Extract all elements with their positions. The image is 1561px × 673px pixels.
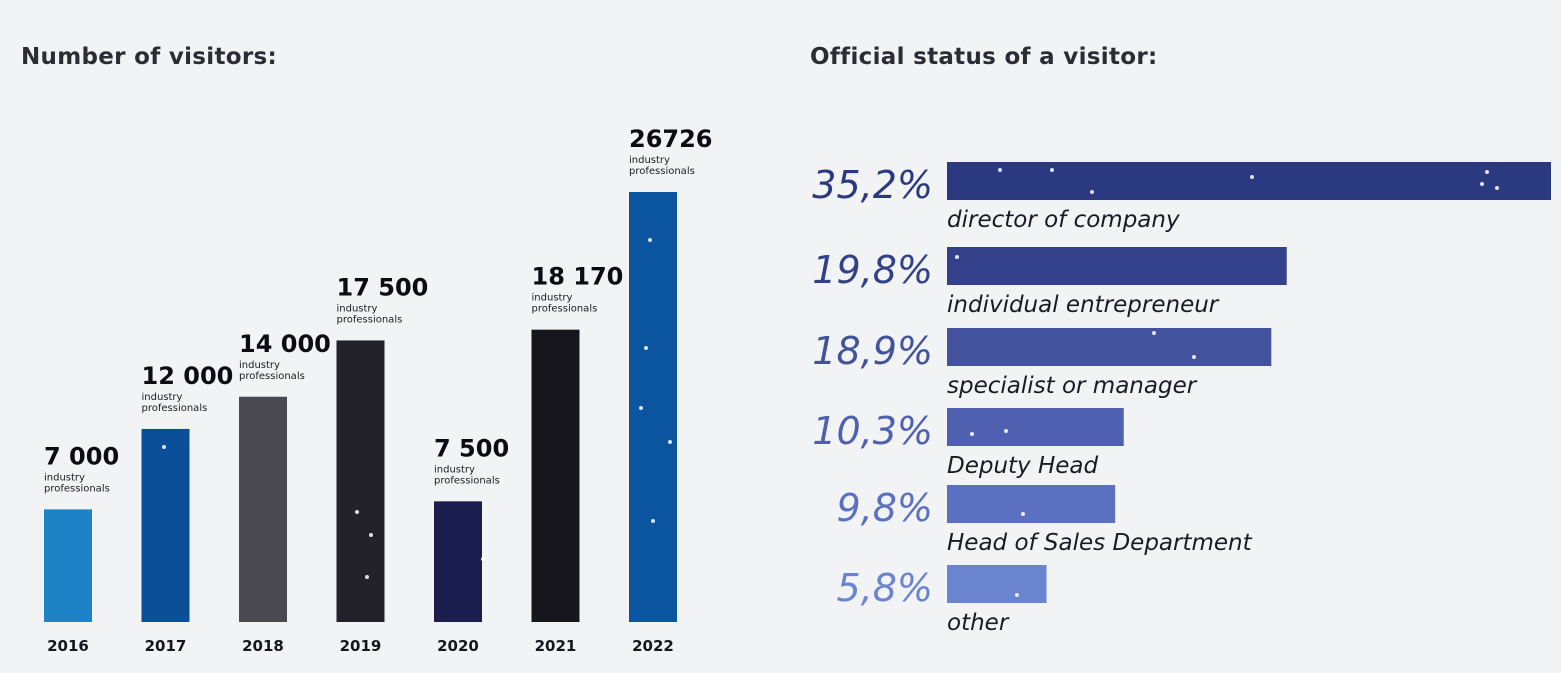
status-bar xyxy=(947,485,1116,523)
visitor-bar xyxy=(336,340,385,622)
status-category-label: director of company xyxy=(947,207,1180,233)
sparkle-dot xyxy=(639,406,643,410)
sparkle-dot xyxy=(1090,190,1094,194)
sparkle-dot xyxy=(1050,168,1054,172)
bar-sublabel: industry xyxy=(629,155,670,166)
bar-value-label: 7 000 xyxy=(44,442,119,470)
visitor-bar xyxy=(141,428,190,622)
bar-value-label: 26726 xyxy=(629,125,713,153)
status-percent-label: 19,8% xyxy=(812,248,933,292)
bar-sublabel: industry xyxy=(44,472,85,483)
bar-value-label: 7 500 xyxy=(434,434,509,462)
year-tick-label: 2022 xyxy=(632,637,674,655)
visitor-bar xyxy=(434,501,482,622)
status-category-label: Head of Sales Department xyxy=(947,530,1253,556)
bar-sublabel: industry xyxy=(239,360,280,371)
sparkle-dot xyxy=(1480,182,1484,186)
sparkle-dot xyxy=(651,519,655,523)
status-percent-label: 5,8% xyxy=(836,566,933,610)
sparkle-dot xyxy=(1485,170,1489,174)
visitor-bar xyxy=(531,329,580,622)
bar-sublabel: industry xyxy=(532,293,573,304)
sparkle-dot xyxy=(1495,186,1499,190)
status-bar xyxy=(947,247,1287,285)
bar-value-label: 14 000 xyxy=(239,330,331,358)
status-percent-label: 10,3% xyxy=(812,409,933,453)
status-category-label: specialist or manager xyxy=(947,373,1198,399)
status-bar xyxy=(947,328,1272,366)
status-bar xyxy=(947,565,1047,603)
bar-sublabel: professionals xyxy=(434,475,500,486)
sparkle-dot xyxy=(369,533,373,537)
bar-sublabel: professionals xyxy=(532,304,598,315)
status-percent-label: 18,9% xyxy=(812,329,933,373)
status-percent-label: 35,2% xyxy=(812,163,933,207)
bar-sublabel: industry xyxy=(434,464,475,475)
sparkle-dot xyxy=(162,445,166,449)
bar-sublabel: industry xyxy=(337,303,378,314)
visitors-chart-title: Number of visitors: xyxy=(21,44,277,70)
status-category-label: other xyxy=(947,610,1010,636)
sparkle-dot xyxy=(481,557,485,561)
status-bar-chart: 35,2% director of company 19,8% individual … xyxy=(812,162,1551,636)
bar-value-label: 18 170 xyxy=(532,263,624,291)
year-tick-label: 2018 xyxy=(242,637,284,655)
visitor-bar xyxy=(629,192,677,622)
sparkle-dot xyxy=(668,440,672,444)
bar-sublabel: industry xyxy=(142,392,183,403)
bar-sublabel: professionals xyxy=(629,166,695,177)
sparkle-dot xyxy=(365,575,369,579)
sparkle-dot xyxy=(1004,429,1008,433)
year-tick-label: 2019 xyxy=(340,637,382,655)
sparkle-dot xyxy=(1021,512,1025,516)
year-tick-label: 2021 xyxy=(535,637,577,655)
status-percent-label: 9,8% xyxy=(836,486,933,530)
year-tick-label: 2016 xyxy=(47,637,89,655)
sparkle-dot xyxy=(648,238,652,242)
bar-sublabel: professionals xyxy=(142,403,208,414)
bar-sublabel: professionals xyxy=(44,483,110,494)
status-chart-title: Official status of a visitor: xyxy=(810,44,1158,70)
year-tick-label: 2017 xyxy=(145,637,187,655)
sparkle-dot xyxy=(970,432,974,436)
bar-sublabel: professionals xyxy=(239,371,305,382)
sparkle-dot xyxy=(1015,593,1019,597)
status-bar xyxy=(947,408,1124,446)
year-tick-label: 2020 xyxy=(437,637,479,655)
visitor-bar xyxy=(44,509,92,622)
sparkle-dot xyxy=(998,168,1002,172)
status-category-label: individual entrepreneur xyxy=(947,292,1220,318)
status-category-label: Deputy Head xyxy=(947,453,1099,479)
sparkle-dot xyxy=(644,346,648,350)
bar-sublabel: professionals xyxy=(337,314,403,325)
bar-value-label: 17 500 xyxy=(337,273,429,301)
visitor-bar xyxy=(239,396,287,622)
sparkle-dot xyxy=(355,510,359,514)
sparkle-dot xyxy=(955,255,959,259)
bar-value-label: 12 000 xyxy=(142,362,234,390)
status-bar xyxy=(947,162,1551,200)
sparkle-dot xyxy=(1250,175,1254,179)
sparkle-dot xyxy=(1192,355,1196,359)
sparkle-dot xyxy=(1152,331,1156,335)
